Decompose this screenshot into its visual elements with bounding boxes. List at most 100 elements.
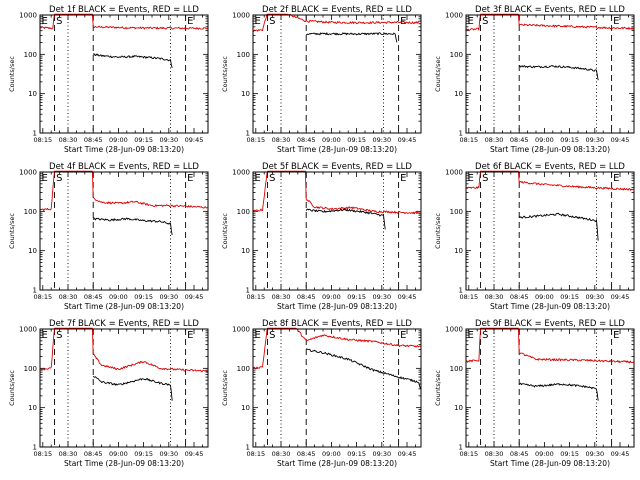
panel-7: Det 7f BLACK = Events, RED = LLD Counts/s…: [8, 319, 209, 468]
x-tick-label: 08:30: [485, 293, 504, 301]
x-tick-label: 08:30: [59, 136, 78, 144]
y-tick-label: 1000: [232, 326, 250, 334]
x-tick-label: 08:45: [84, 450, 103, 458]
lld-series-line: [39, 327, 208, 373]
panel-title: Det 8f BLACK = Events, RED = LLD: [262, 319, 412, 329]
x-tick-label: 08:30: [59, 450, 78, 458]
y-tick-label: 1000: [445, 12, 463, 20]
x-tick-label: 08:30: [272, 450, 291, 458]
marker-label: E: [42, 16, 48, 27]
x-tick-label: 09:15: [134, 293, 153, 301]
marker-label: S: [482, 16, 488, 27]
panel-6: Det 6f BLACK = Events, RED = LLD Counts/s…: [434, 162, 635, 311]
x-tick-label: 08:30: [59, 293, 78, 301]
y-tick-label: 10: [241, 90, 250, 98]
panel-title: Det 1f BLACK = Events, RED = LLD: [49, 5, 199, 15]
y-tick-label: 1000: [232, 12, 250, 20]
plot-frame: [39, 171, 209, 291]
y-axis-label: Counts/sec: [221, 370, 229, 406]
y-axis-label: Counts/sec: [434, 370, 442, 406]
y-axis-label: Counts/sec: [434, 56, 442, 92]
y-tick-label: 1: [33, 130, 37, 138]
x-tick-label: 08:45: [297, 293, 316, 301]
lld-series-line: [252, 327, 421, 370]
y-tick-label: 10: [454, 247, 463, 255]
marker-label: E: [187, 173, 193, 184]
x-tick-label: 09:30: [372, 136, 391, 144]
y-tick-label: 1000: [19, 326, 37, 334]
x-tick-label: 09:15: [347, 450, 366, 458]
events-series-line: [306, 32, 398, 43]
marker-label: S: [482, 330, 488, 341]
marker-label: S: [482, 173, 488, 184]
x-tick-label: 09:45: [398, 450, 417, 458]
x-tick-label: 08:15: [459, 136, 478, 144]
y-tick-label: 100: [237, 365, 250, 373]
events-series-line: [518, 212, 599, 241]
x-tick-label: 09:15: [347, 293, 366, 301]
x-axis-label: Start Time (28-Jun-09 08:13:20): [490, 302, 610, 311]
marker-label: E: [468, 16, 474, 27]
events-series-line: [518, 65, 599, 81]
x-tick-label: 09:00: [109, 450, 128, 458]
y-tick-label: 1: [33, 287, 37, 295]
y-axis-label: Counts/sec: [221, 213, 229, 249]
x-tick-label: 08:15: [246, 450, 265, 458]
y-tick-label: 1: [459, 287, 463, 295]
plot-frame: [465, 328, 635, 448]
x-tick-label: 09:30: [159, 293, 178, 301]
marker-label: E: [187, 16, 193, 27]
x-tick-label: 09:45: [611, 450, 630, 458]
y-tick-label: 100: [24, 365, 37, 373]
x-tick-label: 08:15: [459, 450, 478, 458]
panel-title: Det 4f BLACK = Events, RED = LLD: [49, 162, 199, 172]
panel-title: Det 6f BLACK = Events, RED = LLD: [475, 162, 625, 172]
lld-series-line: [39, 170, 208, 211]
marker-label: S: [269, 16, 275, 27]
events-series-line: [305, 348, 421, 390]
y-tick-label: 10: [454, 90, 463, 98]
y-axis-label: Counts/sec: [8, 370, 16, 406]
x-tick-label: 09:15: [347, 136, 366, 144]
events-series-line: [519, 382, 599, 401]
panel-5: Det 5f BLACK = Events, RED = LLD Counts/s…: [221, 162, 422, 311]
y-tick-label: 100: [24, 51, 37, 59]
x-tick-label: 09:30: [159, 450, 178, 458]
y-tick-label: 100: [237, 51, 250, 59]
x-tick-label: 09:00: [535, 136, 554, 144]
x-tick-label: 08:15: [246, 293, 265, 301]
y-tick-label: 1: [246, 287, 250, 295]
panel-3: Det 3f BLACK = Events, RED = LLD Counts/s…: [434, 5, 635, 154]
marker-label: S: [269, 173, 275, 184]
x-tick-label: 08:30: [272, 293, 291, 301]
panel-title: Det 7f BLACK = Events, RED = LLD: [49, 319, 199, 329]
y-tick-label: 10: [241, 404, 250, 412]
x-tick-label: 08:45: [84, 136, 103, 144]
plot-frame: [39, 14, 209, 134]
y-axis-label: Counts/sec: [8, 56, 16, 92]
panel-2: Det 2f BLACK = Events, RED = LLD Counts/s…: [221, 5, 422, 154]
x-tick-label: 09:00: [109, 136, 128, 144]
y-tick-label: 10: [241, 247, 250, 255]
y-tick-label: 100: [24, 208, 37, 216]
x-tick-label: 08:15: [33, 293, 52, 301]
y-tick-label: 10: [28, 404, 37, 412]
x-tick-label: 09:00: [322, 136, 341, 144]
x-tick-label: 09:45: [185, 293, 204, 301]
panel-title: Det 9f BLACK = Events, RED = LLD: [475, 319, 625, 329]
marker-label: E: [42, 173, 48, 184]
x-axis-label: Start Time (28-Jun-09 08:13:20): [490, 459, 610, 468]
marker-label: E: [187, 330, 193, 341]
x-axis-label: Start Time (28-Jun-09 08:13:20): [490, 145, 610, 154]
y-tick-label: 10: [454, 404, 463, 412]
marker-label: E: [468, 173, 474, 184]
x-tick-label: 09:00: [535, 450, 554, 458]
x-tick-label: 08:15: [459, 293, 478, 301]
x-tick-label: 09:30: [159, 136, 178, 144]
x-tick-label: 08:30: [272, 136, 291, 144]
y-tick-label: 1: [33, 444, 37, 452]
marker-label: E: [400, 330, 406, 341]
events-series-line: [92, 375, 173, 401]
x-tick-label: 09:30: [585, 293, 604, 301]
